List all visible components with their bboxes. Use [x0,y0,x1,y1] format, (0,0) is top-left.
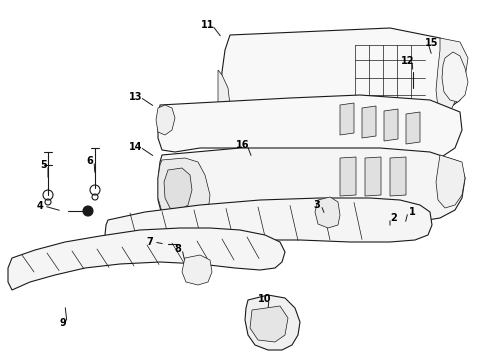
Text: 15: 15 [425,38,439,48]
Text: 1: 1 [409,207,416,217]
Polygon shape [362,106,376,138]
Text: 7: 7 [147,237,153,247]
Text: 10: 10 [258,294,272,304]
Circle shape [83,206,93,216]
Text: 2: 2 [391,213,397,223]
Text: 14: 14 [129,142,143,152]
Polygon shape [158,148,465,225]
Text: 13: 13 [129,92,143,102]
Polygon shape [340,103,354,135]
Polygon shape [250,306,288,342]
Text: 11: 11 [201,20,215,30]
Text: 12: 12 [401,56,415,66]
Polygon shape [315,197,340,228]
Polygon shape [365,157,381,196]
Polygon shape [436,155,465,208]
Polygon shape [164,168,192,210]
Polygon shape [340,157,356,196]
Polygon shape [436,38,468,112]
Text: 9: 9 [60,318,66,328]
Polygon shape [105,198,432,248]
Text: 4: 4 [37,201,44,211]
Polygon shape [158,95,462,165]
Polygon shape [245,295,300,350]
Text: 3: 3 [314,200,320,210]
Polygon shape [390,157,406,196]
Polygon shape [384,109,398,141]
Text: 5: 5 [41,160,48,170]
Text: 6: 6 [87,156,94,166]
Polygon shape [8,228,285,290]
Polygon shape [218,70,230,125]
Polygon shape [406,112,420,144]
Polygon shape [442,52,468,102]
Polygon shape [182,255,212,285]
Polygon shape [156,105,175,135]
Polygon shape [218,28,460,148]
Text: 16: 16 [236,140,250,150]
Polygon shape [158,158,210,222]
Text: 8: 8 [174,244,181,254]
